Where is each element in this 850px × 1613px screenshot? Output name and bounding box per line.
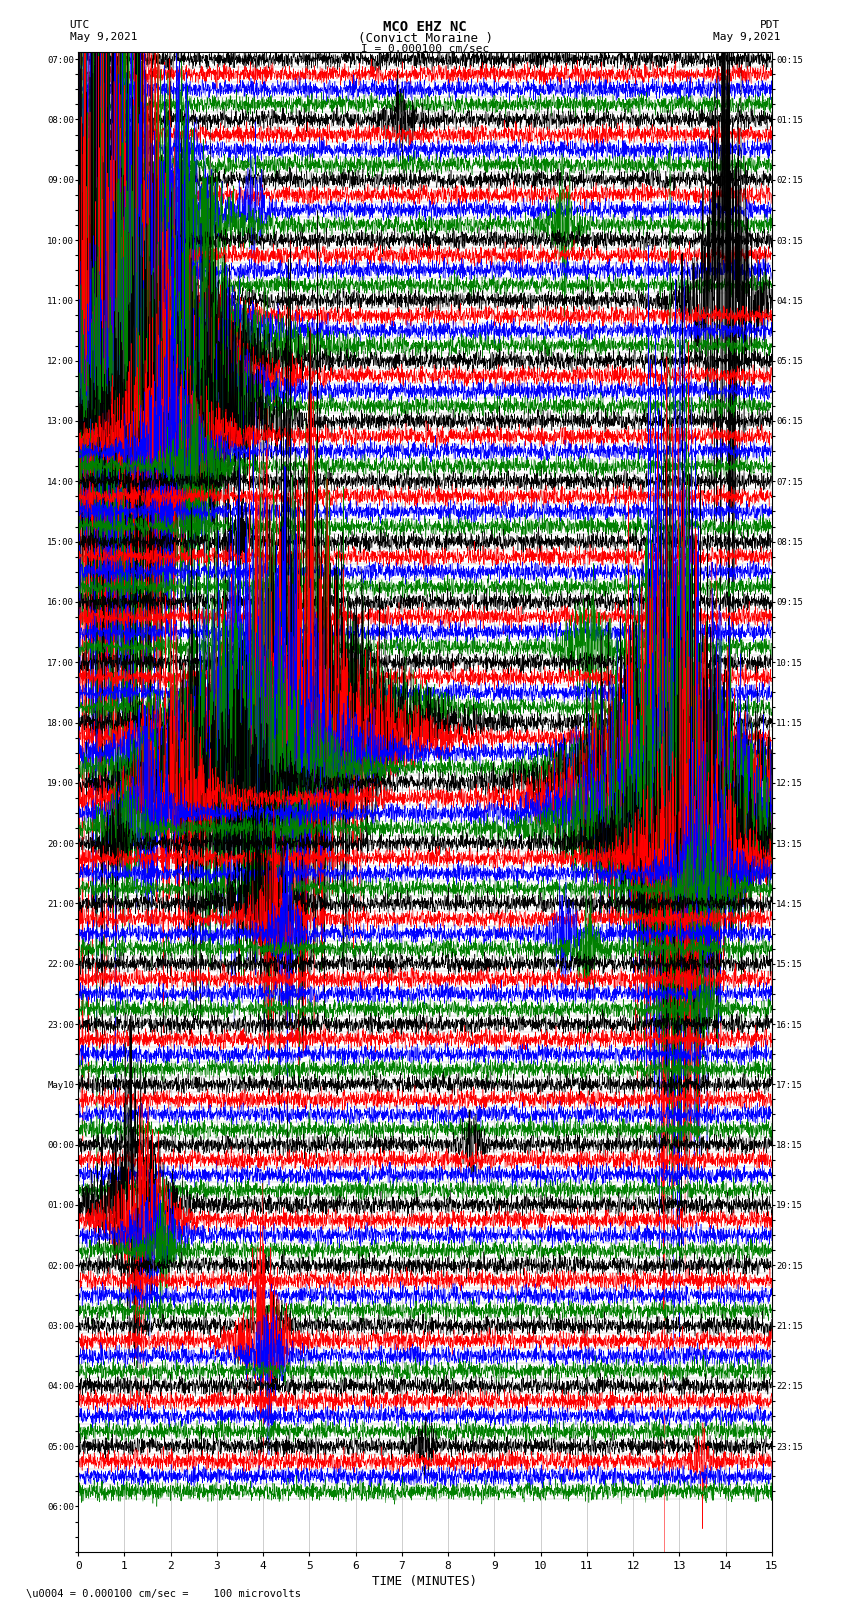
X-axis label: TIME (MINUTES): TIME (MINUTES) bbox=[372, 1574, 478, 1587]
Text: PDT: PDT bbox=[760, 19, 780, 31]
Text: May 9,2021: May 9,2021 bbox=[70, 32, 137, 42]
Text: UTC: UTC bbox=[70, 19, 90, 31]
Text: May 9,2021: May 9,2021 bbox=[713, 32, 780, 42]
Text: \u0004 = 0.000100 cm/sec =    100 microvolts: \u0004 = 0.000100 cm/sec = 100 microvolt… bbox=[26, 1589, 301, 1600]
Text: I = 0.000100 cm/sec: I = 0.000100 cm/sec bbox=[361, 44, 489, 53]
Text: MCO EHZ NC: MCO EHZ NC bbox=[383, 19, 467, 34]
Text: (Convict Moraine ): (Convict Moraine ) bbox=[358, 32, 492, 45]
